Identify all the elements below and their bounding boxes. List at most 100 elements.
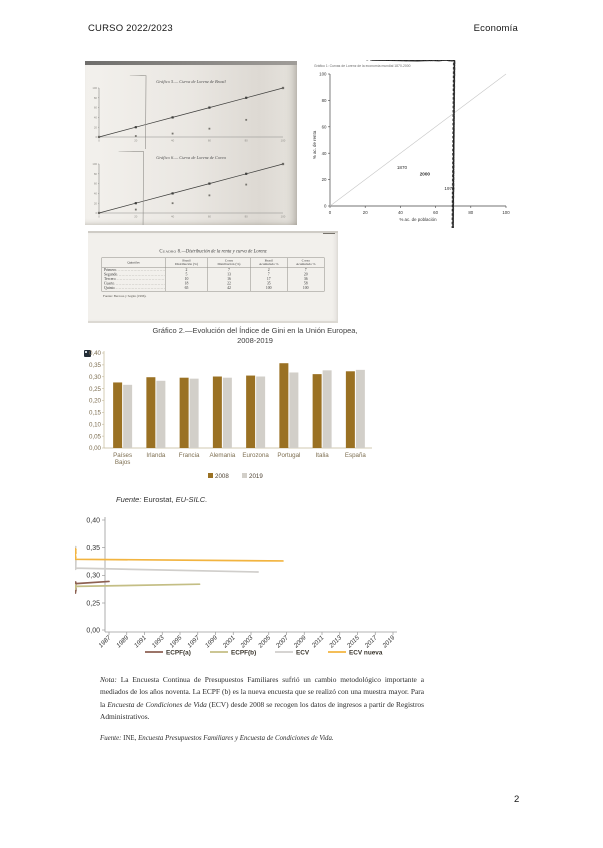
svg-text:0: 0 — [324, 204, 327, 209]
svg-text:% ac. de población: % ac. de población — [399, 217, 437, 222]
table-cell: 20 — [286, 272, 325, 277]
page-number: 2 — [514, 794, 520, 805]
svg-text:80: 80 — [94, 96, 98, 100]
svg-text:100: 100 — [502, 210, 510, 215]
svg-text:0: 0 — [98, 139, 100, 143]
bar-chart-title-line2: 2008-2019 — [237, 335, 273, 345]
table-source: Fuente: Berzosa y Según (1996). — [103, 294, 147, 299]
svg-text:0: 0 — [95, 211, 97, 215]
svg-text:Francia: Francia — [179, 452, 200, 459]
table-row: Cuarto18223558 — [101, 281, 325, 286]
gini-bar-chart: 0,00 0,05 0,10 0,15 0,20 0,25 0,30 0,35 0,40 País… — [80, 347, 380, 485]
svg-text:0,15: 0,15 — [89, 410, 102, 417]
svg-text:1999: 1999 — [204, 634, 219, 649]
table-header-cell: Corea Distribución (%) — [207, 257, 251, 268]
svg-text:1995: 1995 — [168, 634, 183, 649]
lorenz-brasil-chart: Gráfico 5.— Curva de Lorenz de Brasil 00 2… — [92, 75, 286, 149]
subject-header: Economía — [473, 23, 518, 34]
svg-text:0,20: 0,20 — [89, 398, 102, 405]
scanned-lorenz-charts-image: Gráfico 5.— Curva de Lorenz de Brasil 0 0 2… — [85, 61, 297, 225]
eurostat-source-text: Eurostat, — [141, 495, 176, 504]
svg-text:1993: 1993 — [151, 634, 166, 649]
svg-text:2019: 2019 — [381, 634, 397, 650]
table-header-cell: Quintiles — [101, 257, 166, 268]
nota-text: Nota: La Encuesta Continua de Presupuest… — [100, 674, 424, 723]
svg-text:2019: 2019 — [249, 473, 263, 480]
svg-text:80: 80 — [245, 215, 249, 219]
svg-text:40: 40 — [94, 116, 98, 120]
svg-text:20: 20 — [363, 210, 368, 215]
nota-body-1: La Encuesta Continua de Presupuestos Fam… — [100, 675, 424, 709]
ine-source-label: Fuente: — [100, 735, 122, 742]
svg-text:2009: 2009 — [292, 634, 308, 650]
svg-text:80: 80 — [468, 210, 473, 215]
table-header-cell: Brasil Distribución (%) — [165, 257, 208, 268]
svg-text:0,40: 0,40 — [86, 517, 100, 524]
svg-text:20: 20 — [94, 201, 98, 205]
ine-source-dataset: Encuesta Presupuestos Familiares y Encue… — [138, 735, 334, 742]
svg-text:80: 80 — [94, 172, 98, 176]
svg-text:60: 60 — [322, 124, 327, 129]
svg-text:Bajos: Bajos — [115, 459, 130, 466]
svg-text:ECPF(a): ECPF(a) — [166, 650, 191, 657]
svg-text:0,05: 0,05 — [89, 433, 102, 440]
svg-text:2011: 2011 — [310, 634, 326, 650]
svg-text:60: 60 — [433, 210, 438, 215]
table-row: Tercero10161736 — [101, 276, 325, 281]
svg-text:2005: 2005 — [256, 634, 272, 650]
table-caption: Cuadro 8.—Distribución de la renta y cur… — [88, 249, 338, 254]
world-lorenz-chart: Gráfico 1: Curvas de Lorenz de la econom… — [310, 59, 515, 848]
lorenz-corea-chart: Gráfico 6.— Curva de Lorenz de Corea 00 20… — [92, 151, 286, 225]
svg-text:100: 100 — [281, 215, 286, 219]
svg-text:40: 40 — [322, 151, 327, 156]
table-cell: Segundo — [101, 272, 166, 277]
svg-text:40: 40 — [398, 210, 403, 215]
svg-text:2008: 2008 — [215, 473, 229, 480]
ine-source-text: INE, — [121, 735, 139, 742]
svg-text:20: 20 — [94, 125, 98, 129]
eurostat-source-dataset: EU-SILC. — [175, 495, 208, 504]
table-header-cell: Brasil Acumulado % — [249, 257, 288, 268]
svg-text:Eurozona: Eurozona — [242, 452, 269, 459]
svg-text:1987: 1987 — [97, 634, 112, 649]
svg-text:ECV: ECV — [296, 650, 310, 657]
svg-text:España: España — [345, 452, 367, 459]
bar-chart-title: Gráfico 2.—Evolución del Índice de Gini … — [100, 326, 410, 345]
svg-text:40: 40 — [171, 215, 175, 219]
svg-text:2001: 2001 — [221, 634, 237, 650]
svg-text:1997: 1997 — [186, 634, 201, 649]
broken-image-icon — [84, 350, 91, 357]
table-cell: Quinto — [101, 285, 166, 292]
nota-body-italic: Encuesta de Condiciones de Vida — [107, 699, 207, 709]
svg-text:60: 60 — [208, 139, 212, 143]
svg-text:60: 60 — [208, 215, 212, 219]
table-cell: 36 — [286, 276, 325, 281]
svg-text:ECV nueva: ECV nueva — [349, 650, 383, 657]
bar-chart-title-line1: Gráfico 2.—Evolución del Índice de Gini … — [152, 326, 358, 335]
svg-text:60: 60 — [94, 182, 98, 186]
svg-text:Irlanda: Irlanda — [146, 452, 165, 459]
table-cell: 58 — [286, 281, 325, 286]
svg-text:100: 100 — [92, 162, 97, 166]
svg-text:0: 0 — [98, 215, 100, 219]
svg-text:0,30: 0,30 — [89, 374, 102, 381]
svg-text:20: 20 — [134, 215, 138, 219]
svg-text:80: 80 — [245, 139, 249, 143]
svg-text:0,35: 0,35 — [89, 362, 102, 369]
svg-text:0,40: 0,40 — [89, 350, 102, 357]
scanned-table-image: Cuadro 8.—Distribución de la renta y cur… — [88, 231, 338, 323]
svg-text:2015: 2015 — [345, 634, 361, 650]
table-cell: 42 — [207, 285, 251, 292]
svg-text:0: 0 — [95, 135, 97, 139]
table-cell: Cuarto — [101, 281, 166, 286]
table-row: Segundo513720 — [101, 272, 325, 277]
course-header: CURSO 2022/2023 — [88, 23, 173, 34]
eurostat-source: Fuente: Eurostat, EU-SILC. — [116, 495, 207, 504]
svg-text:40: 40 — [94, 192, 98, 196]
svg-text:Gráfico 1: Curvas de Lorenz de: Gráfico 1: Curvas de Lorenz de la econom… — [314, 64, 411, 68]
svg-text:2013: 2013 — [327, 634, 343, 650]
svg-text:100: 100 — [92, 86, 97, 90]
svg-text:20: 20 — [322, 177, 327, 182]
eurostat-source-label: Fuente: — [116, 495, 142, 504]
